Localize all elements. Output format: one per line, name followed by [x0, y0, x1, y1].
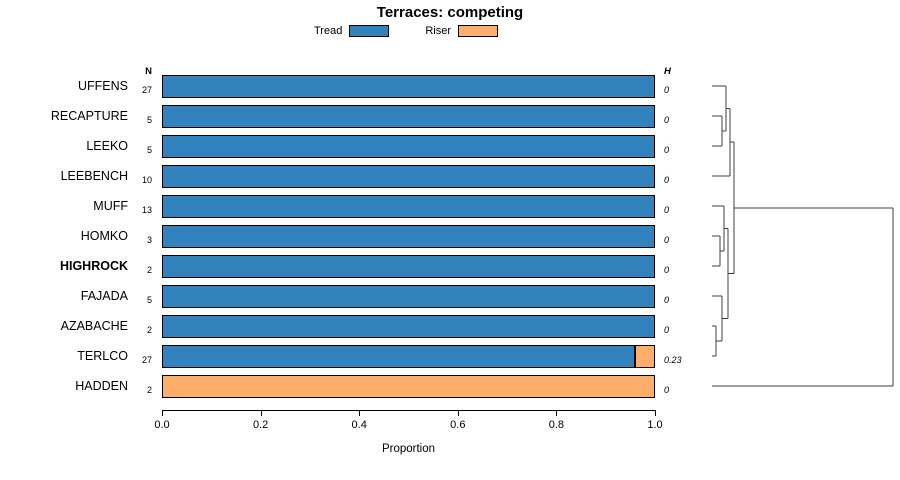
- row-label: LEEBENCH: [60, 169, 128, 183]
- n-value: 13: [141, 205, 152, 215]
- legend-swatch-riser: [458, 25, 498, 37]
- tick-mark: [260, 411, 262, 416]
- stacked-bar: [162, 345, 655, 368]
- h-value: 0: [664, 205, 670, 215]
- tick-label: 0.6: [450, 419, 466, 431]
- h-value: 0: [664, 145, 670, 155]
- stacked-bar: [162, 315, 655, 338]
- legend-label-riser: Riser: [425, 25, 451, 37]
- h-value: 0: [664, 265, 670, 275]
- row-label: TERLCO: [77, 349, 128, 363]
- row-label: AZABACHE: [60, 319, 128, 333]
- n-value: 3: [146, 235, 152, 245]
- row-label: HADDEN: [75, 379, 128, 393]
- tick-label: 1.0: [647, 419, 663, 431]
- legend-label-tread: Tread: [314, 25, 343, 37]
- stacked-bar: [162, 195, 655, 218]
- h-value: 0: [664, 175, 670, 185]
- h-value: 0: [664, 235, 670, 245]
- n-value: 27: [141, 355, 152, 365]
- n-value: 5: [146, 115, 152, 125]
- tick-label: 0.4: [351, 419, 367, 431]
- legend: Tread Riser: [0, 25, 812, 37]
- x-axis-label: Proportion: [381, 443, 436, 455]
- row-label: FAJADA: [80, 289, 128, 303]
- chart-title: Terraces: competing: [376, 4, 524, 21]
- n-value: 2: [146, 325, 152, 335]
- legend-item-riser: Riser: [425, 25, 498, 37]
- tick-label: 0.0: [154, 419, 170, 431]
- n-value: 10: [141, 175, 152, 185]
- n-value: 5: [146, 295, 152, 305]
- tick-mark: [359, 411, 361, 416]
- stacked-bar: [162, 255, 655, 278]
- legend-item-tread: Tread: [314, 25, 390, 37]
- dendrogram: [712, 85, 894, 387]
- bar-segment-tread: [162, 285, 655, 308]
- h-value: 0: [664, 325, 670, 335]
- n-value: 2: [146, 385, 152, 395]
- tick-mark: [655, 411, 656, 416]
- bar-segment-riser: [635, 345, 655, 368]
- bar-segment-tread: [162, 255, 655, 278]
- bar-segment-tread: [162, 225, 655, 248]
- tick-mark: [457, 411, 459, 416]
- n-column-header: N: [145, 66, 152, 77]
- tick-mark: [556, 411, 558, 416]
- stacked-bar: [162, 375, 655, 398]
- row-label: HIGHROCK: [59, 259, 128, 273]
- bar-segment-tread: [162, 75, 655, 98]
- n-value: 27: [141, 85, 152, 95]
- n-value: 2: [146, 265, 152, 275]
- stacked-bar: [162, 285, 655, 308]
- h-value: 0: [664, 385, 670, 395]
- bar-segment-tread: [162, 315, 655, 338]
- bar-segment-tread: [162, 135, 655, 158]
- stacked-bar: [162, 75, 655, 98]
- bar-segment-tread: [162, 195, 655, 218]
- n-value: 5: [146, 145, 152, 155]
- tick-label: 0.8: [548, 419, 565, 431]
- bar-segment-tread: [162, 345, 636, 368]
- h-value: 0.23: [664, 355, 682, 365]
- row-label: HOMKO: [80, 229, 128, 243]
- row-label: LEEKO: [86, 139, 128, 153]
- legend-swatch-tread: [349, 25, 390, 37]
- row-label: MUFF: [93, 199, 128, 213]
- stacked-bar: [162, 105, 655, 128]
- tick-label: 0.2: [252, 419, 269, 431]
- row-label: RECAPTURE: [50, 109, 128, 123]
- stacked-bar: [162, 165, 655, 188]
- stacked-bar: [162, 225, 655, 248]
- h-column-header: H: [664, 66, 671, 77]
- bar-segment-tread: [162, 165, 655, 188]
- bar-segment-riser: [162, 375, 655, 398]
- bar-segment-tread: [162, 105, 655, 128]
- h-value: 0: [664, 115, 670, 125]
- h-value: 0: [664, 85, 670, 95]
- row-label: UFFENS: [78, 79, 128, 93]
- x-axis-line: [162, 410, 656, 411]
- stacked-bar: [162, 135, 655, 158]
- tick-mark: [162, 411, 163, 416]
- h-value: 0: [664, 295, 670, 305]
